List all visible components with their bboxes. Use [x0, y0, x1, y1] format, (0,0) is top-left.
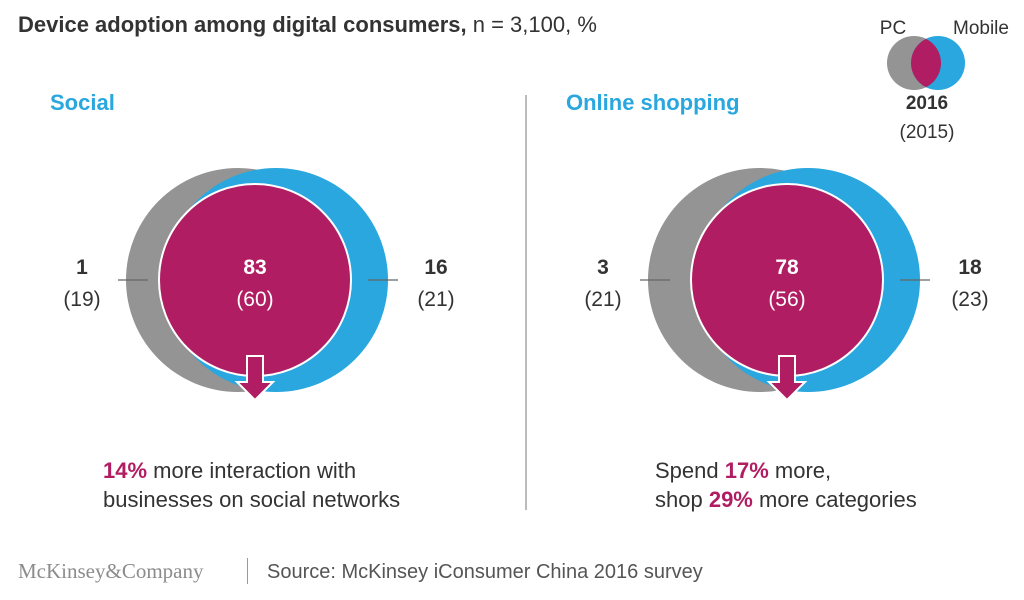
mobile-only-value-2016: 18	[958, 256, 982, 279]
mobile-only-value-2016: 16	[424, 256, 447, 279]
caption-shopping-line-2: shop 29% more categories	[655, 487, 917, 512]
caption-text: Spend	[655, 458, 725, 483]
venn-social: 83 (60) 1 (19) 16 (21)	[63, 168, 455, 402]
overlap-circle	[690, 183, 884, 377]
caption-text: more,	[769, 458, 831, 483]
overlap-value-2015: (56)	[768, 288, 805, 311]
caption-text: more categories	[753, 487, 917, 512]
caption-text: more interaction with	[147, 458, 356, 483]
down-arrow-icon	[234, 355, 276, 402]
legend-overlap-lens	[910, 38, 941, 88]
legend-mobile-label: Mobile	[953, 18, 1009, 39]
caption-shopping-line-1: Spend 17% more,	[655, 458, 831, 483]
legend-pc-label: PC	[880, 18, 906, 39]
footer-brand-logo: McKinsey&Company	[18, 559, 204, 583]
caption-text: businesses on social networks	[103, 487, 400, 512]
overlap-value-2015: (60)	[236, 288, 273, 311]
down-arrow-icon	[766, 355, 808, 402]
legend: PC Mobile 2016 (2015)	[880, 18, 1009, 143]
legend-year-current: 2016	[906, 93, 948, 114]
caption-social-line-2: businesses on social networks	[103, 487, 400, 512]
footer-source: Source: McKinsey iConsumer China 2016 su…	[267, 561, 703, 583]
pc-only-value-2015: (21)	[584, 288, 621, 311]
overlap-value-2016: 78	[775, 256, 799, 279]
mobile-only-value-2015: (23)	[951, 288, 988, 311]
caption-highlight: 14%	[103, 458, 147, 483]
caption-social-line-1: 14% more interaction with	[103, 458, 356, 483]
legend-year-previous: (2015)	[900, 122, 955, 143]
overlap-circle	[158, 183, 352, 377]
caption-highlight: 29%	[709, 487, 753, 512]
legend-venn-icon	[887, 36, 965, 90]
panel-title-social: Social	[50, 90, 115, 115]
panel-title-online-shopping: Online shopping	[566, 90, 740, 115]
overlap-value-2016: 83	[243, 256, 266, 279]
chart-title: Device adoption among digital consumers,…	[18, 12, 597, 37]
chart-title-bold: Device adoption among digital consumers,	[18, 12, 467, 37]
venn-online-shopping: 78 (56) 3 (21) 18 (23)	[584, 168, 989, 402]
pc-only-value-2016: 3	[597, 256, 609, 279]
pc-only-value-2016: 1	[76, 256, 88, 279]
pc-only-value-2015: (19)	[63, 288, 100, 311]
caption-text: shop	[655, 487, 709, 512]
caption-highlight: 17%	[725, 458, 769, 483]
chart-title-rest: n = 3,100, %	[467, 12, 597, 37]
mobile-only-value-2015: (21)	[417, 288, 454, 311]
footer-separator	[247, 558, 248, 584]
